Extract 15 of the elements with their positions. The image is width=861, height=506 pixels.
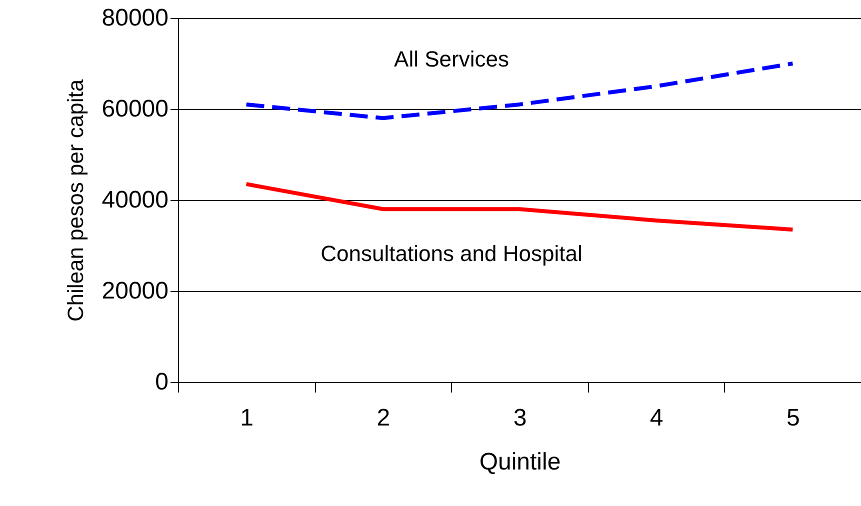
- x-tick-label: 5: [786, 404, 800, 432]
- x-tick-label: 1: [240, 404, 254, 432]
- x-tick-label: 2: [376, 404, 390, 432]
- series-label: Consultations and Hospital: [320, 241, 582, 266]
- x-tick-label: 3: [513, 404, 527, 432]
- y-tick-label: 20000: [102, 278, 168, 304]
- x-tick-label: 4: [650, 404, 664, 432]
- y-tick-label: 60000: [102, 96, 168, 122]
- series-label: All Services: [394, 46, 509, 72]
- y-axis-title: Chilean pesos per capita: [62, 78, 88, 322]
- y-tick-label: 80000: [102, 4, 168, 32]
- line-series: [244, 182, 795, 232]
- y-tick-label: 0: [155, 368, 168, 396]
- x-axis-title: Quintile: [479, 448, 561, 476]
- y-tick-label: 40000: [102, 186, 168, 214]
